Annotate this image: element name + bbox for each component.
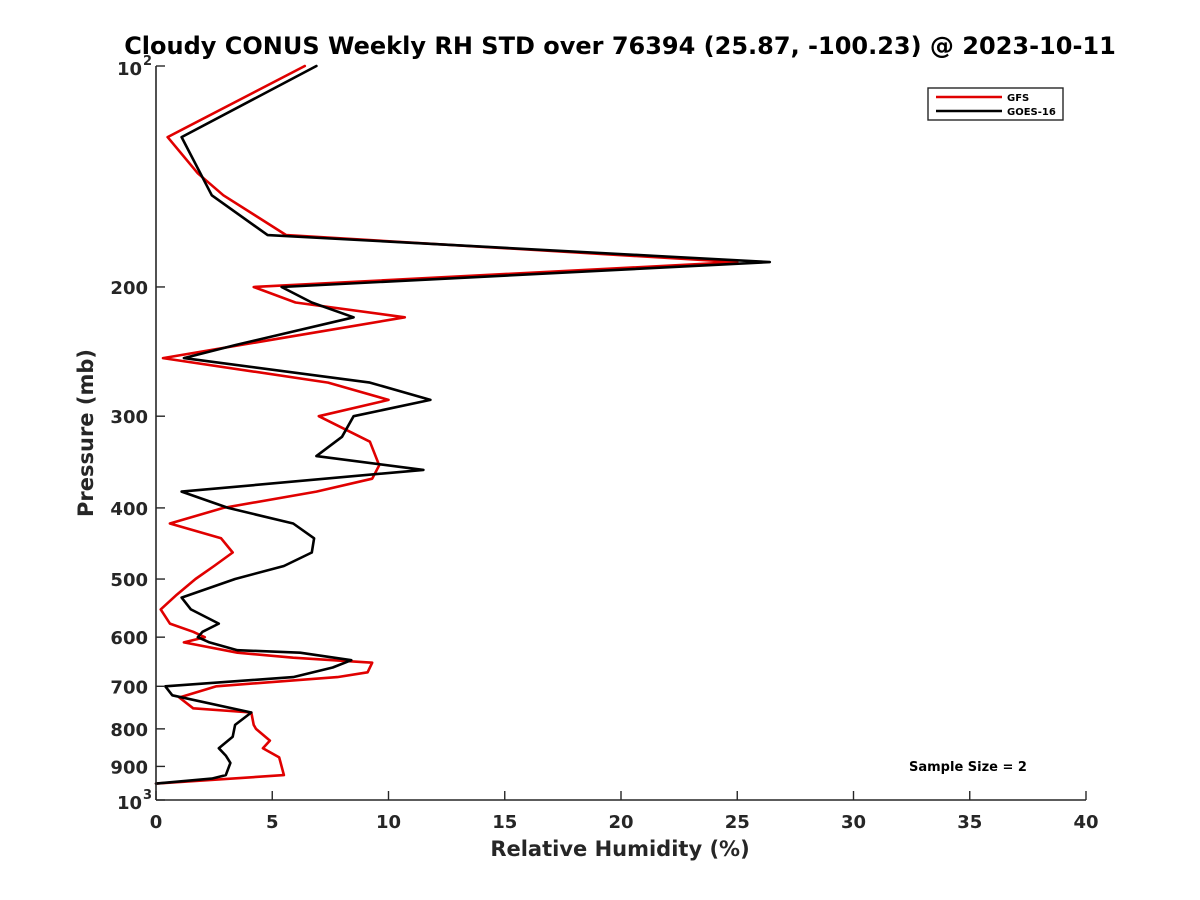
- y-tick-exponent: 2: [143, 54, 152, 69]
- series-layer: [154, 64, 772, 785]
- y-tick-label: 600: [110, 628, 148, 649]
- y-tick-label: 300: [110, 407, 148, 428]
- y-axis-label: Pressure (mb): [74, 349, 98, 517]
- y-tick-exponent: 3: [143, 788, 152, 803]
- x-tick-label: 40: [1073, 812, 1098, 833]
- y-tick-label: 10: [117, 59, 142, 80]
- y-tick-label: 800: [110, 720, 148, 741]
- x-tick-label: 35: [957, 812, 982, 833]
- x-tick-label: 5: [266, 812, 279, 833]
- legend-label: GFS: [1007, 93, 1029, 104]
- y-tick-label: 200: [110, 278, 148, 299]
- legend: GFS GOES-16: [927, 87, 1064, 121]
- x-axis-label: Relative Humidity (%): [490, 837, 749, 861]
- x-tick-label: 15: [492, 812, 517, 833]
- x-tick-label: 10: [376, 812, 401, 833]
- y-tick-label: 10: [117, 793, 142, 814]
- legend-label: GOES-16: [1007, 107, 1056, 118]
- y-tick-label: 700: [110, 677, 148, 698]
- series-line-goes-16: [154, 64, 772, 785]
- y-tick-label: 400: [110, 499, 148, 520]
- x-tick-label: 25: [725, 812, 750, 833]
- x-tick-label: 0: [150, 812, 163, 833]
- sample-size-annotation: Sample Size = 2: [909, 760, 1027, 775]
- y-tick-label: 500: [110, 570, 148, 591]
- x-tick-label: 30: [841, 812, 866, 833]
- x-tick-label: 20: [608, 812, 633, 833]
- chart-title: Cloudy CONUS Weekly RH STD over 76394 (2…: [124, 32, 1116, 60]
- series-line-gfs: [154, 64, 739, 785]
- legend-box: [927, 87, 1064, 121]
- y-tick-label: 900: [110, 757, 148, 778]
